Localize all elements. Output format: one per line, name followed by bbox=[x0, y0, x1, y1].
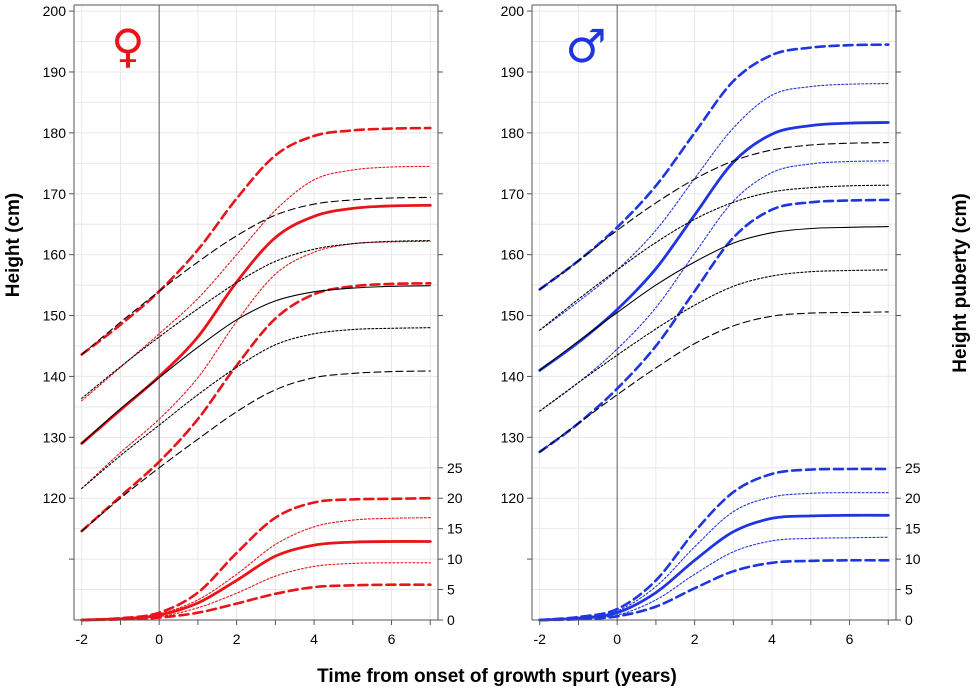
tick-label-right: 20 bbox=[905, 490, 921, 506]
series-line-left-2 bbox=[80, 203, 432, 445]
tick-label-right: 10 bbox=[447, 551, 463, 567]
series-line-left-3 bbox=[539, 160, 889, 412]
male-symbol: ♂ bbox=[565, 19, 606, 73]
tick-label-left: 130 bbox=[501, 429, 525, 445]
series-line-right-14 bbox=[80, 583, 432, 622]
tick-label-x: 0 bbox=[155, 631, 163, 647]
tick-label-left: 190 bbox=[43, 64, 67, 80]
tick-label-x: 6 bbox=[388, 631, 396, 647]
series-line-left-8 bbox=[81, 327, 431, 490]
x-axis-label: Time from onset of growth spurt (years) bbox=[317, 666, 677, 687]
tick-label-right: 25 bbox=[447, 460, 463, 476]
series-line-left-0 bbox=[538, 43, 890, 291]
series-line-right-13 bbox=[81, 562, 431, 621]
tick-label-left: 140 bbox=[501, 368, 525, 384]
series-line-left-8 bbox=[539, 269, 889, 412]
tick-label-right: 15 bbox=[905, 521, 921, 537]
tick-label-x: 4 bbox=[310, 631, 318, 647]
tick-label-left: 160 bbox=[501, 247, 525, 263]
series-line-left-1 bbox=[81, 165, 431, 402]
tick-label-right: 0 bbox=[447, 612, 455, 628]
tick-label-x: 2 bbox=[233, 631, 241, 647]
tick-label-left: 170 bbox=[501, 186, 525, 202]
y-axis-label-left: Height (cm) bbox=[3, 193, 24, 298]
tick-label-x: 6 bbox=[846, 631, 854, 647]
tick-label-x: -2 bbox=[76, 631, 89, 647]
tick-label-left: 170 bbox=[43, 186, 67, 202]
series-line-left-5 bbox=[539, 142, 889, 290]
y-axis-label-right: Height puberty (cm) bbox=[950, 193, 971, 372]
tick-label-left: 150 bbox=[43, 308, 67, 324]
tick-label-right: 25 bbox=[905, 460, 921, 476]
tick-label-left: 180 bbox=[43, 125, 67, 141]
series-line-left-1 bbox=[539, 82, 889, 331]
series-line-left-0 bbox=[80, 126, 432, 356]
tick-label-x: -2 bbox=[534, 631, 547, 647]
tick-label-right: 15 bbox=[447, 521, 463, 537]
series-line-left-4 bbox=[80, 282, 432, 533]
tick-label-x: 4 bbox=[768, 631, 776, 647]
series-line-left-7 bbox=[81, 285, 431, 444]
tick-label-right: 0 bbox=[905, 612, 913, 628]
tick-label-right: 5 bbox=[447, 582, 455, 598]
tick-label-left: 120 bbox=[501, 490, 525, 506]
series-line-left-5 bbox=[81, 196, 431, 356]
tick-label-right: 5 bbox=[905, 582, 913, 598]
series-line-left-2 bbox=[538, 121, 890, 372]
series-line-left-9 bbox=[539, 311, 889, 453]
tick-label-left: 120 bbox=[43, 490, 67, 506]
series-line-right-10 bbox=[538, 467, 890, 622]
series-line-left-4 bbox=[538, 198, 890, 454]
tick-label-right: 10 bbox=[905, 551, 921, 567]
series-line-left-7 bbox=[539, 226, 889, 371]
tick-label-left: 150 bbox=[501, 308, 525, 324]
tick-label-x: 2 bbox=[691, 631, 699, 647]
tick-label-x: 0 bbox=[613, 631, 621, 647]
tick-label-left: 180 bbox=[501, 125, 525, 141]
female-symbol: ♀ bbox=[111, 19, 145, 73]
tick-label-left: 200 bbox=[43, 3, 67, 19]
series-line-right-12 bbox=[538, 513, 890, 622]
series-line-left-6 bbox=[81, 240, 431, 399]
male-panel: 120 130 140 150 160 170 180 190 200 0 5 10 15 20 25 -2 0… bbox=[501, 3, 921, 647]
tick-label-left: 140 bbox=[43, 368, 67, 384]
tick-label-left: 130 bbox=[43, 429, 67, 445]
female-panel: 120 130 140 150 160 170 180 190 200 0 5 10 15 20 25 -2 0… bbox=[43, 3, 463, 647]
tick-label-left: 200 bbox=[501, 3, 525, 19]
series-line-left-6 bbox=[539, 184, 889, 331]
series-line-right-12 bbox=[80, 540, 432, 622]
tick-label-left: 190 bbox=[501, 64, 525, 80]
tick-label-left: 160 bbox=[43, 247, 67, 263]
series-line-left-9 bbox=[81, 370, 431, 532]
series-line-right-14 bbox=[538, 558, 890, 622]
tick-label-right: 20 bbox=[447, 490, 463, 506]
series-line-left-3 bbox=[81, 240, 431, 490]
